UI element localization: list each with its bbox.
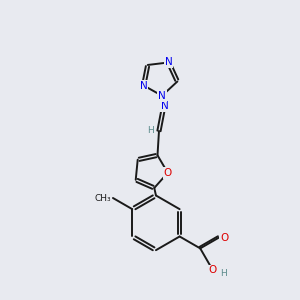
Text: O: O <box>220 233 228 243</box>
Text: N: N <box>158 91 166 101</box>
Text: N: N <box>161 101 169 111</box>
Text: H: H <box>147 126 153 135</box>
Text: N: N <box>140 80 148 91</box>
Text: O: O <box>208 266 217 275</box>
Text: O: O <box>164 168 172 178</box>
Text: CH₃: CH₃ <box>95 194 112 202</box>
Text: N: N <box>165 58 172 68</box>
Text: H: H <box>220 269 227 278</box>
